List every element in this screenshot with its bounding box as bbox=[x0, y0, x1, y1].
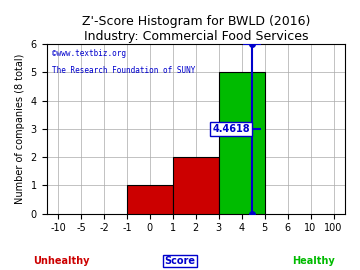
Text: Healthy: Healthy bbox=[292, 256, 334, 266]
Y-axis label: Number of companies (8 total): Number of companies (8 total) bbox=[15, 54, 25, 204]
Bar bbox=[127, 185, 173, 214]
Text: 4.4618: 4.4618 bbox=[212, 124, 250, 134]
Bar bbox=[173, 157, 219, 214]
Text: Score: Score bbox=[165, 256, 195, 266]
Bar bbox=[219, 72, 265, 214]
Text: ©www.textbiz.org: ©www.textbiz.org bbox=[53, 49, 126, 58]
Text: The Research Foundation of SUNY: The Research Foundation of SUNY bbox=[53, 66, 196, 75]
Title: Z'-Score Histogram for BWLD (2016)
Industry: Commercial Food Services: Z'-Score Histogram for BWLD (2016) Indus… bbox=[82, 15, 310, 43]
Text: Unhealthy: Unhealthy bbox=[33, 256, 89, 266]
